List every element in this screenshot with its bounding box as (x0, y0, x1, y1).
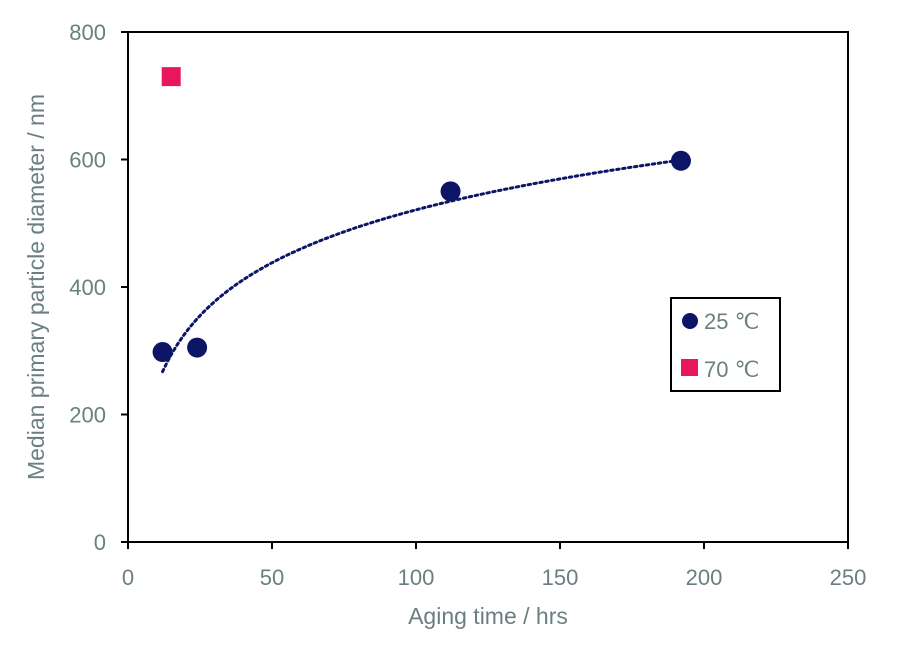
y-tick-label: 800 (69, 20, 106, 45)
legend-label-70c: 70 ℃ (704, 357, 759, 382)
x-axis-ticks: 0 50 100 150 200 250 (122, 542, 866, 590)
x-tick-label: 150 (542, 565, 579, 590)
x-tick-label: 250 (830, 565, 867, 590)
data-point-series-0 (187, 337, 208, 358)
y-tick-label: 600 (69, 148, 106, 173)
x-tick-label: 50 (260, 565, 284, 590)
y-tick-label: 200 (69, 403, 106, 428)
y-tick-label: 400 (69, 275, 106, 300)
legend-label-25c: 25 ℃ (704, 309, 759, 334)
data-point-series-0 (440, 181, 461, 202)
x-tick-label: 200 (686, 565, 723, 590)
data-point-series-0 (670, 150, 691, 171)
y-axis-title: Median primary particle diameter / nm (23, 94, 49, 480)
x-tick-label: 100 (398, 565, 435, 590)
trendline (161, 158, 683, 374)
y-tick-label: 0 (94, 530, 106, 555)
legend-marker-25c (682, 313, 698, 329)
legend: 25 ℃ 70 ℃ (670, 297, 781, 392)
data-point-series-0 (152, 342, 173, 363)
data-point-series-1 (161, 67, 181, 87)
y-axis-ticks: 0 200 400 600 800 (69, 20, 128, 555)
legend-marker-70c (681, 359, 698, 376)
data-points (152, 67, 691, 363)
x-axis-title: Aging time / hrs (408, 603, 568, 629)
x-tick-label: 0 (122, 565, 134, 590)
plot-area (127, 31, 849, 543)
